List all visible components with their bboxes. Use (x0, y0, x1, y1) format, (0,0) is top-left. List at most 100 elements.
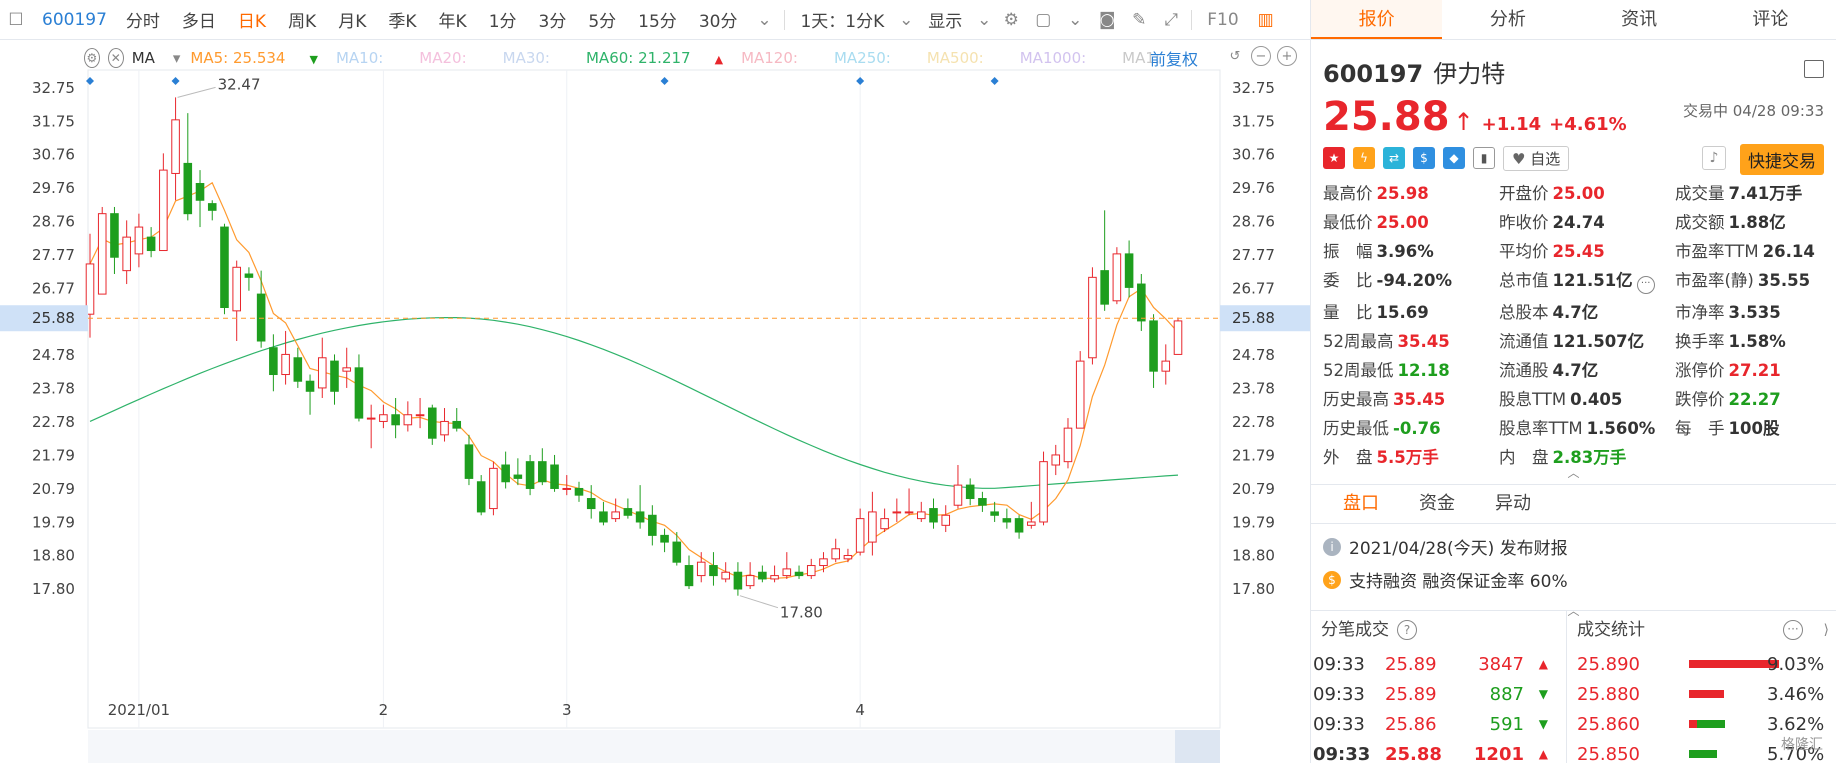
candle[interactable] (794, 565, 804, 579)
right-tab-1[interactable]: 分析 (1489, 9, 1526, 30)
ma-label[interactable]: MA (131, 49, 155, 67)
dollar-icon[interactable]: $ (1413, 147, 1435, 169)
candle[interactable] (85, 233, 95, 338)
event-marker-icon[interactable] (856, 77, 865, 85)
candle[interactable] (1088, 267, 1097, 365)
candle[interactable] (232, 260, 241, 342)
close-icon[interactable]: ✕ (107, 48, 124, 68)
candle[interactable] (134, 213, 144, 268)
display-select[interactable]: 显示 (928, 12, 963, 32)
period-tab-6[interactable]: 年K (438, 12, 467, 32)
candle[interactable] (770, 565, 779, 583)
chevron-down-icon[interactable]: ▾ (172, 49, 181, 67)
ma-item-4[interactable]: MA60: 21.217 ▲ (585, 49, 724, 67)
candle[interactable] (1149, 314, 1158, 388)
candle[interactable] (183, 113, 193, 221)
candle[interactable] (354, 354, 364, 422)
help-icon[interactable]: ? (1397, 620, 1417, 640)
shuffle-icon[interactable]: ⇄ (1383, 147, 1405, 169)
candle[interactable] (648, 505, 657, 546)
candle[interactable] (122, 220, 131, 285)
candle[interactable] (953, 465, 963, 509)
candle[interactable] (1124, 240, 1134, 298)
period-tab-1[interactable]: 多日 (181, 12, 216, 32)
candle[interactable] (317, 337, 327, 398)
tag-icon[interactable]: ◆ (1443, 147, 1465, 169)
event-marker-icon[interactable] (990, 77, 999, 85)
candle[interactable] (806, 558, 816, 579)
f10-button[interactable]: F10 (1207, 9, 1239, 30)
candle[interactable] (623, 498, 633, 519)
undo-icon[interactable]: ↺ (1229, 48, 1241, 64)
ma-item-8[interactable]: MA1000: (1019, 49, 1087, 67)
candle[interactable] (256, 270, 266, 348)
ma-item-2[interactable]: MA20: (419, 49, 467, 67)
candle[interactable] (1173, 317, 1183, 355)
ma-item-7[interactable]: MA500: (926, 49, 984, 67)
candle[interactable] (1161, 344, 1171, 385)
bookmark-icon[interactable]: ▮ (1473, 147, 1495, 169)
candle[interactable] (782, 552, 792, 579)
right-tab-0[interactable]: 报价 (1311, 0, 1443, 39)
candle[interactable] (525, 454, 535, 496)
event-marker-icon[interactable] (86, 77, 94, 85)
add-watchlist-button[interactable]: ♥ 自选 (1503, 145, 1570, 171)
candle[interactable] (489, 461, 498, 516)
square-icon[interactable]: ▢ (1035, 9, 1052, 30)
candle[interactable] (403, 401, 413, 432)
candle[interactable] (843, 548, 853, 563)
fuquan-button[interactable]: 前复权 (1150, 50, 1199, 69)
candle[interactable] (428, 404, 437, 445)
candle[interactable] (635, 485, 645, 529)
candle[interactable] (1100, 210, 1109, 311)
candle[interactable] (868, 491, 877, 556)
candle[interactable] (330, 354, 339, 405)
candle[interactable] (171, 97, 180, 201)
candle[interactable] (745, 562, 755, 589)
candle[interactable] (1063, 418, 1073, 469)
candle[interactable] (990, 501, 999, 522)
candle[interactable] (220, 223, 229, 315)
candle[interactable] (415, 397, 425, 429)
candle[interactable] (599, 501, 608, 526)
candle[interactable] (440, 408, 449, 442)
camera-icon[interactable]: ◙ (1098, 9, 1116, 30)
period-tab-10[interactable]: 15分 (638, 12, 677, 32)
ma-item-5[interactable]: MA120: (741, 49, 798, 67)
candle[interactable] (733, 562, 743, 596)
candle[interactable] (978, 491, 987, 512)
candle[interactable] (929, 498, 938, 529)
candle[interactable] (195, 170, 205, 228)
sidebar-toggle-icon[interactable]: ☐ (8, 9, 24, 30)
period-tab-11[interactable]: 30分 (698, 12, 738, 32)
kline-svg[interactable]: 32.75 32.75 31.75 31.75 30.76 30.76 29.76 29.76… (0, 40, 1310, 763)
collapse-icon[interactable]: ︿ (1567, 466, 1580, 480)
candle[interactable] (562, 475, 572, 496)
candle[interactable] (721, 562, 730, 583)
candle[interactable] (660, 528, 669, 553)
chevron-down-icon[interactable]: ⌄ (1068, 9, 1083, 30)
gear-icon[interactable]: ⚙ (1003, 9, 1019, 30)
period-tab-7[interactable]: 1分 (488, 12, 517, 32)
candle[interactable] (452, 408, 462, 432)
zoom-out-icon[interactable]: − (1251, 46, 1271, 66)
chevron-down-icon[interactable]: ⌄ (977, 9, 992, 30)
scroll-handle[interactable] (1175, 730, 1220, 763)
notice-row[interactable]: $ 支持融资 融资保证金率 60% (1323, 563, 1824, 596)
pen-icon[interactable]: ✎ (1132, 9, 1147, 30)
candle[interactable] (244, 267, 254, 291)
candle[interactable] (379, 404, 388, 429)
more-icon[interactable]: ··· (1636, 276, 1655, 294)
notice-row[interactable]: i 2021/04/28(今天) 发布财报 (1323, 530, 1824, 563)
ma-item-0[interactable]: MA5: 25.534 ▼ (190, 49, 318, 67)
candle[interactable] (1027, 501, 1036, 529)
candle[interactable] (1002, 508, 1012, 529)
candle[interactable] (269, 334, 278, 392)
candle[interactable] (1112, 247, 1122, 305)
candle[interactable] (696, 552, 706, 583)
candle[interactable] (880, 508, 889, 533)
kline-chart[interactable]: 32.75 32.75 31.75 31.75 30.76 30.76 29.76 29.76… (0, 40, 1310, 763)
candle[interactable] (464, 434, 474, 486)
china-flag-icon[interactable]: ★ (1323, 147, 1345, 169)
event-marker-icon[interactable] (660, 77, 669, 85)
